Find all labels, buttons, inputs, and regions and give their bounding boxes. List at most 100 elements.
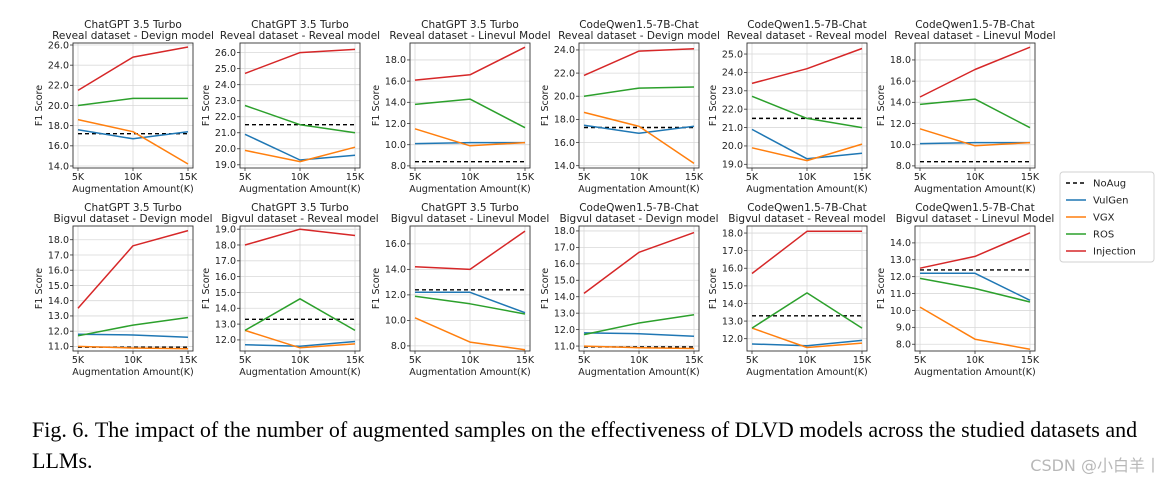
y-axis-label: F1 Score <box>876 268 887 309</box>
y-tick-label: 14.0 <box>890 98 911 109</box>
subplot-title: ChatGPT 3.5 Turbo <box>84 202 182 214</box>
y-tick-label: 20.0 <box>215 144 236 155</box>
figure-caption: Fig. 6. The impact of the number of augme… <box>32 414 1157 476</box>
x-tick-label: 5K <box>239 172 252 183</box>
y-tick-label: 25.0 <box>722 49 743 60</box>
x-tick-label: 10K <box>291 172 310 183</box>
plot-frame <box>72 225 194 352</box>
caption-label: Fig. 6. <box>32 417 89 442</box>
y-tick-label: 8.0 <box>391 341 406 352</box>
series-line-vulgen <box>920 272 1031 301</box>
y-tick-label: 22.0 <box>554 68 575 79</box>
series-line-ros <box>583 314 695 336</box>
plot-frame <box>746 42 868 169</box>
y-tick-label: 17.0 <box>722 246 743 257</box>
subplot-title: CodeQwen1.5-7B-Chat <box>747 202 867 214</box>
y-tick-label: 10.0 <box>890 306 911 317</box>
subplot-title: ChatGPT 3.5 Turbo <box>251 202 349 214</box>
x-axis-label: Augmentation Amount(K) <box>239 367 360 378</box>
plot-frame <box>409 225 531 352</box>
y-tick-label: 15.0 <box>215 288 236 299</box>
watermark: CSDN @小白羊丨 <box>1030 456 1161 475</box>
x-tick-label: 5K <box>409 172 422 183</box>
y-tick-label: 12.0 <box>890 272 911 283</box>
y-tick-label: 18.0 <box>385 55 406 66</box>
subplot-title: CodeQwen1.5-7B-Chat <box>579 202 699 214</box>
series-line-injection <box>919 46 1031 98</box>
y-tick-label: 21.0 <box>722 123 743 134</box>
y-tick-label: 22.0 <box>48 81 69 92</box>
subplot-subtitle: Reveal dataset - Devign model <box>558 30 720 42</box>
figure: ChatGPT 3.5 Turbo Reveal dataset - Devign… <box>34 19 1155 378</box>
subplot-subtitle: Reveal dataset - Linevul Model <box>389 30 550 42</box>
y-tick-label: 12.0 <box>385 290 406 301</box>
x-axis-label: Augmentation Amount(K) <box>409 184 530 195</box>
series-line-vulgen <box>583 124 695 135</box>
series-line-injection <box>244 228 356 246</box>
x-tick-label: 5K <box>72 355 85 366</box>
plot-frame <box>72 42 194 169</box>
x-tick-label: 10K <box>124 355 143 366</box>
series-line-injection <box>244 48 356 75</box>
y-tick-label: 14.0 <box>722 299 743 310</box>
series-line-ros <box>77 97 188 107</box>
x-tick-label: 5K <box>746 172 759 183</box>
legend-label-ros: ROS <box>1093 230 1114 241</box>
series-line-vgx <box>919 128 1031 147</box>
y-tick-label: 18.0 <box>890 55 911 66</box>
series-line-injection <box>77 229 189 309</box>
y-tick-label: 17.0 <box>215 256 236 267</box>
y-tick-label: 18.0 <box>48 235 69 246</box>
x-tick-label: 5K <box>578 172 591 183</box>
series-line-vgx <box>77 345 189 350</box>
y-tick-label: 12.0 <box>48 326 69 337</box>
y-axis-label: F1 Score <box>371 85 382 126</box>
series-line-ros <box>244 298 356 332</box>
y-tick-label: 16.0 <box>48 141 69 152</box>
y-tick-label: 19.0 <box>722 160 743 171</box>
subplot-subtitle: Reveal dataset - Reveal model <box>220 30 380 42</box>
subplot-title: CodeQwen1.5-7B-Chat <box>915 202 1035 214</box>
plot-frame <box>746 225 868 352</box>
x-tick-label: 15K <box>853 172 872 183</box>
y-tick-label: 26.0 <box>215 48 236 59</box>
y-tick-label: 16.0 <box>554 259 575 270</box>
x-tick-label: 5K <box>914 172 927 183</box>
subplot-title: CodeQwen1.5-7B-Chat <box>747 19 867 31</box>
series-line-vgx <box>583 111 695 165</box>
x-axis-label: Augmentation Amount(K) <box>409 367 530 378</box>
y-tick-label: 8.0 <box>391 161 406 172</box>
y-tick-label: 14.0 <box>890 238 911 249</box>
series-line-ros <box>414 98 526 129</box>
y-tick-label: 20.0 <box>722 141 743 152</box>
x-tick-label: 15K <box>346 355 365 366</box>
subplot-title: ChatGPT 3.5 Turbo <box>421 202 519 214</box>
x-tick-label: 15K <box>853 355 872 366</box>
series-line-vulgen <box>414 141 525 145</box>
x-tick-label: 10K <box>798 355 817 366</box>
series-line-vgx <box>77 118 189 165</box>
series-line-ros <box>77 316 189 337</box>
series-line-vgx <box>414 317 526 351</box>
y-axis-label: F1 Score <box>201 268 212 309</box>
y-tick-label: 16.0 <box>215 272 236 283</box>
y-tick-label: 24.0 <box>554 45 575 56</box>
x-axis-label: Augmentation Amount(K) <box>914 367 1035 378</box>
subplot-title: CodeQwen1.5-7B-Chat <box>915 19 1035 31</box>
x-tick-label: 15K <box>1021 355 1040 366</box>
y-tick-label: 16.0 <box>722 264 743 275</box>
y-tick-label: 14.0 <box>48 296 69 307</box>
subplot-title: ChatGPT 3.5 Turbo <box>84 19 182 31</box>
series-line-vgx <box>751 143 863 162</box>
x-axis-label: Augmentation Amount(K) <box>72 184 193 195</box>
y-tick-label: 23.0 <box>722 86 743 97</box>
y-tick-label: 13.0 <box>554 308 575 319</box>
plot-frame <box>914 225 1036 352</box>
subplot-subtitle: Bigvul dataset - Devign model <box>559 213 718 225</box>
y-tick-label: 11.0 <box>890 289 911 300</box>
series-line-vulgen <box>244 133 356 161</box>
y-tick-label: 18.0 <box>554 226 575 237</box>
